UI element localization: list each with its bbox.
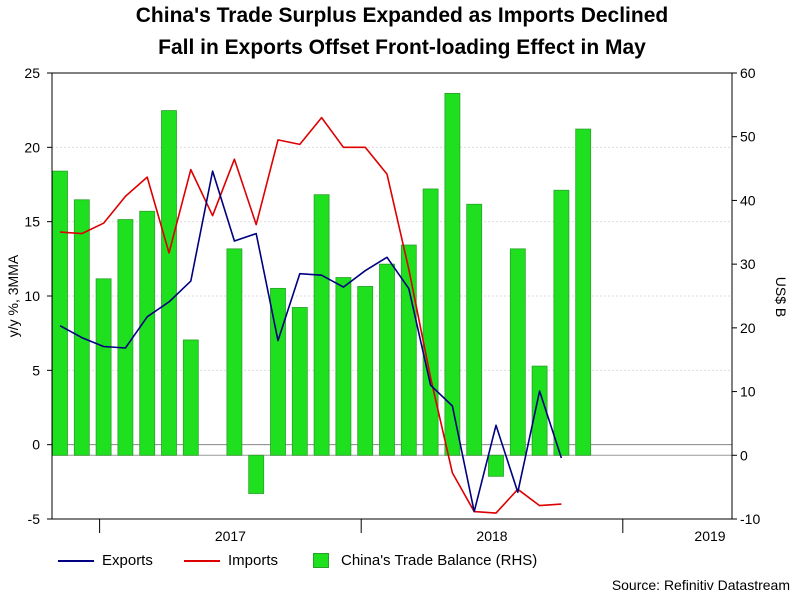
year-label: 2018 (476, 528, 507, 544)
balance-bar (52, 170, 68, 456)
left-tick-label: -5 (28, 511, 41, 527)
right-tick-label: -10 (740, 511, 760, 527)
left-tick-label: 25 (24, 65, 40, 81)
balance-bar (422, 188, 439, 456)
legend-balance: China's Trade Balance (RHS) (313, 552, 537, 569)
balance-bar (444, 92, 461, 456)
balance-bar (466, 203, 483, 456)
right-tick-label: 20 (740, 320, 756, 336)
right-axis-title: US$ B (773, 277, 789, 317)
left-tick-label: 15 (24, 214, 40, 230)
balance-bar (226, 248, 243, 456)
balance-bar (95, 278, 112, 456)
legend: Exports Imports China's Trade Balance (R… (0, 552, 804, 574)
legend-balance-label: China's Trade Balance (RHS) (341, 552, 538, 569)
balance-bar (575, 128, 592, 456)
balance-bar (139, 210, 156, 456)
legend-exports-label: Exports (102, 552, 153, 569)
left-tick-label: 0 (32, 437, 40, 453)
year-label: 2019 (694, 528, 725, 544)
legend-imports-label: Imports (228, 552, 279, 569)
balance-bar (73, 199, 90, 456)
right-tick-label: 40 (740, 192, 756, 208)
balance-bar (488, 454, 504, 477)
balance-bar (553, 189, 570, 456)
right-tick-label: 30 (740, 256, 756, 272)
right-tick-label: 50 (740, 129, 756, 145)
balance-bar (509, 248, 526, 456)
year-label: 2017 (215, 528, 246, 544)
chart-subtitle: Fall in Exports Offset Front-loading Eff… (158, 36, 646, 59)
balance-bar (161, 110, 177, 456)
balance-bar (182, 339, 199, 456)
balance-bar (531, 365, 548, 456)
right-tick-label: 60 (740, 65, 756, 81)
left-tick-label: 10 (24, 288, 40, 304)
imports-line (59, 116, 562, 514)
balance-bar (357, 286, 374, 456)
legend-imports-swatch (184, 559, 220, 562)
left-tick-label: 20 (24, 139, 40, 155)
legend-balance-swatch (313, 553, 329, 568)
right-tick-label: 10 (740, 384, 756, 400)
legend-imports: Imports (184, 552, 278, 569)
legend-exports: Exports (58, 552, 153, 569)
legend-exports-swatch (58, 559, 94, 562)
balance-bar (379, 263, 395, 456)
balance-bar (291, 307, 308, 456)
balance-bar (313, 194, 330, 456)
left-tick-label: 5 (32, 362, 40, 378)
exports-line (59, 170, 563, 513)
balance-bar (335, 277, 352, 456)
balance-bar (248, 454, 265, 494)
left-axis-title: y/y %, 3MMA (5, 254, 21, 337)
chart-title: China's Trade Surplus Expanded as Import… (135, 4, 669, 27)
source-note: Source: Refinitiv Datastream (611, 577, 790, 593)
right-tick-label: 0 (740, 447, 748, 463)
balance-bar (117, 219, 134, 456)
balance-bar (400, 244, 417, 456)
